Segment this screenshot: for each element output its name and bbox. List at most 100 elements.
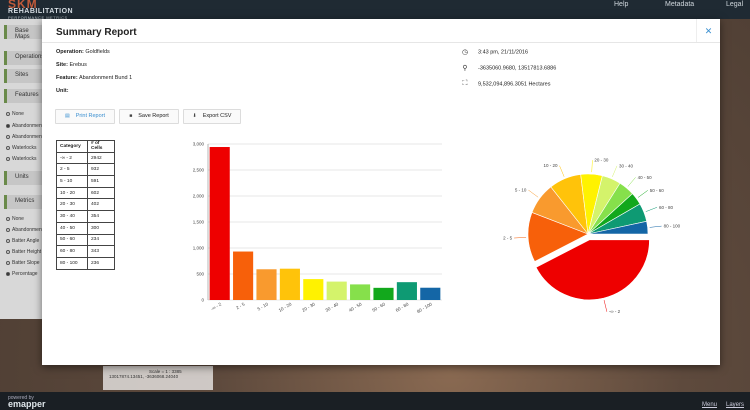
location-pin-icon: ⚲: [462, 65, 468, 72]
pie-leader-line: [603, 300, 608, 312]
y-tick-label: 2,000: [193, 194, 205, 199]
pie-label: 30 - 40: [619, 163, 634, 168]
cells-count-cell: 234: [87, 233, 115, 247]
bar: [209, 147, 230, 300]
top-bar: SKM REHABILITATION PERFORMANCE METRICS H…: [0, 0, 750, 20]
pie-label: 10 - 20: [544, 163, 559, 168]
metric-option[interactable]: None: [6, 216, 44, 222]
table-row: 80 - 100 236: [56, 256, 115, 270]
pie-label: 2 - 5: [503, 236, 513, 241]
clock-icon: ◷: [461, 49, 469, 56]
feature-option[interactable]: None: [6, 111, 44, 117]
pie-leader-line: [612, 165, 618, 178]
category-cell: 10 - 20: [56, 186, 88, 200]
cells-count-cell: 343: [87, 245, 115, 258]
feature-option[interactable]: Abandonment: [6, 123, 44, 129]
expand-icon: ⛶: [462, 80, 468, 87]
x-tick-label: -∞ - 2: [210, 301, 223, 311]
table-row: -∞ - 2 2942: [56, 151, 115, 165]
metric-option[interactable]: Batter Slope: [6, 260, 44, 266]
pie-label: 20 - 30: [594, 158, 609, 163]
cells-count-cell: 602: [87, 186, 115, 200]
category-cell: 30 - 40: [56, 210, 88, 223]
feature-option[interactable]: Waterlocks: [6, 156, 44, 162]
nav-legal[interactable]: Legal: [726, 1, 744, 8]
x-tick-label: 50 - 60: [371, 301, 386, 313]
y-tick-label: 1,500: [193, 220, 205, 225]
nav-help[interactable]: Help: [614, 1, 629, 8]
summary-report-modal: Summary Report ✕ Operation: Goldfields S…: [42, 19, 720, 365]
x-tick-label: 10 - 20: [278, 301, 293, 313]
divider: [42, 42, 720, 43]
pie-label: 40 - 50: [638, 175, 653, 180]
feature-info: Feature: Abandonment Bund 1: [56, 75, 133, 81]
pie-leader-line: [559, 165, 565, 177]
bar: [279, 268, 300, 300]
site-info: Site: Erebus: [56, 62, 87, 68]
sidebar-features[interactable]: Features: [4, 89, 44, 103]
category-table: Category # of Cells -∞ - 2 2942 2 - 5 932 5 …: [56, 140, 115, 270]
table-row: 5 - 10 591: [56, 175, 115, 188]
table-row: 30 - 40 354: [56, 210, 115, 223]
pie-slice: [535, 239, 650, 301]
footer-menu-link[interactable]: Menu: [702, 402, 718, 408]
footer-layers-link[interactable]: Layers: [726, 402, 745, 408]
x-tick-label: 20 - 30: [301, 301, 316, 313]
category-cell: 2 - 5: [56, 163, 88, 177]
pie-chart: -∞ - 2 2 - 5 5 - 10 10 - 20 20 - 30 30 - 40 40…: [503, 158, 681, 315]
coordinates: ⚲ -3635060.9680, 13517813.6886: [460, 64, 556, 72]
close-icon[interactable]: ✕: [696, 19, 720, 43]
y-tick-label: 3,000: [193, 142, 205, 147]
save-report-button[interactable]: ■ Save Report: [119, 109, 179, 124]
pie-leader-line: [645, 207, 658, 212]
metric-option[interactable]: Batter Height: [6, 249, 44, 255]
metric-option[interactable]: Percentage: [6, 271, 44, 277]
brand-logo: SKM REHABILITATION PERFORMANCE METRICS: [8, 0, 74, 20]
sidebar: Base Maps Operations Sites Features None…: [0, 19, 44, 319]
print-report-button[interactable]: ▤ Print Report: [55, 109, 115, 124]
x-tick-label: 40 - 50: [348, 301, 363, 313]
cells-count-cell: 2942: [87, 151, 115, 165]
pie-leader-line: [627, 177, 636, 187]
bar: [233, 251, 254, 300]
bar: [326, 281, 347, 300]
y-tick-label: 2,500: [193, 168, 205, 173]
x-tick-label: 60 - 80: [395, 301, 410, 313]
feature-option[interactable]: Abandonment: [6, 134, 44, 140]
pie-label: 80 - 100: [664, 224, 681, 229]
category-cell: 40 - 50: [56, 221, 88, 235]
bar: [256, 269, 277, 300]
metric-option[interactable]: Abandonment: [6, 227, 44, 233]
pie-leader-line: [637, 190, 648, 198]
timestamp: ◷ 3:43 pm, 21/11/2016: [461, 49, 529, 56]
table-row: 2 - 5 932: [56, 163, 115, 177]
table-row: 60 - 80 343: [56, 245, 115, 258]
unit-info: Unit:: [56, 88, 69, 94]
cells-count-cell: 932: [87, 163, 115, 177]
x-tick-label: 2 - 5: [235, 301, 246, 310]
bar: [303, 279, 324, 300]
sidebar-sites[interactable]: Sites: [4, 69, 44, 83]
nav-metadata[interactable]: Metadata: [665, 1, 695, 8]
sidebar-metrics[interactable]: Metrics: [4, 195, 44, 209]
table-row: 40 - 50 300: [56, 221, 115, 235]
cells-count-cell: 402: [87, 198, 115, 212]
bar: [373, 287, 394, 300]
category-cell: -∞ - 2: [56, 151, 88, 165]
table-row: 10 - 20 602: [56, 186, 115, 200]
cells-count-cell: 591: [87, 175, 115, 188]
sidebar-units[interactable]: Units: [4, 171, 44, 185]
y-tick-label: 0: [201, 298, 204, 303]
sidebar-base-maps[interactable]: Base Maps: [4, 25, 44, 40]
modal-title: Summary Report: [56, 27, 137, 38]
pie-label: 50 - 60: [650, 188, 665, 193]
pie-leader-line: [649, 225, 662, 228]
table-row: 20 - 30 402: [56, 198, 115, 212]
category-cell: 20 - 30: [56, 198, 88, 212]
category-cell: 60 - 80: [56, 245, 88, 258]
metric-option[interactable]: Batter Angle: [6, 238, 44, 244]
export-csv-button[interactable]: ⬇ Export CSV: [183, 109, 241, 124]
cells-count-cell: 300: [87, 221, 115, 235]
sidebar-operations[interactable]: Operations: [4, 51, 44, 65]
feature-option[interactable]: Waterlocks: [6, 145, 44, 151]
